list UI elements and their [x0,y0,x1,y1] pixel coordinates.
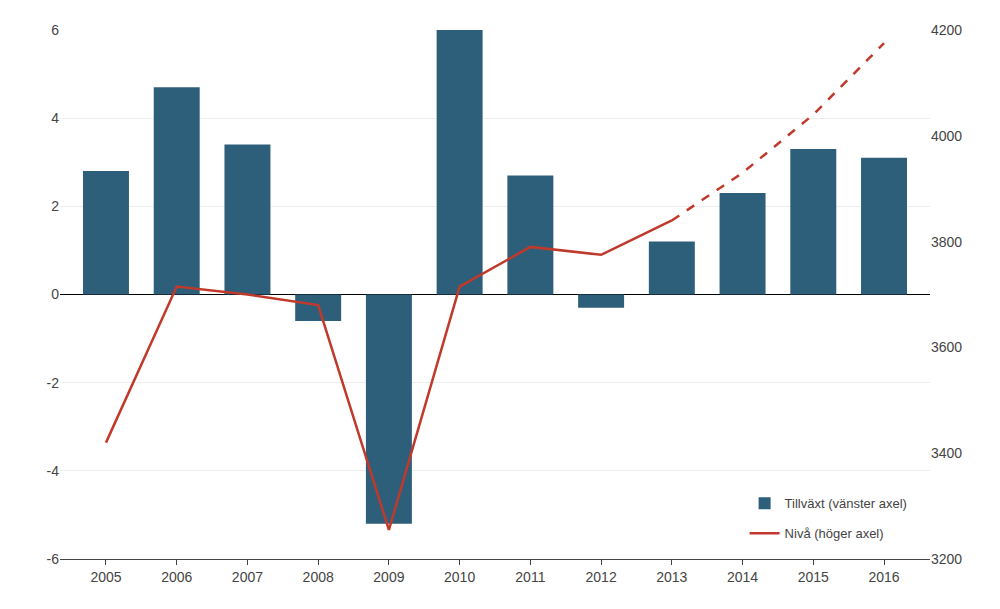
svg-text:-6: -6 [47,551,60,567]
svg-text:2014: 2014 [727,569,758,585]
svg-text:2012: 2012 [586,569,617,585]
svg-text:-2: -2 [47,375,60,391]
svg-text:0: 0 [51,286,59,302]
svg-text:2010: 2010 [444,569,475,585]
svg-text:3200: 3200 [931,551,962,567]
svg-text:2005: 2005 [90,569,121,585]
svg-text:4200: 4200 [931,22,962,38]
svg-text:3600: 3600 [931,339,962,355]
svg-text:2011: 2011 [515,569,545,585]
svg-text:2015: 2015 [798,569,829,585]
svg-text:2007: 2007 [232,569,263,585]
svg-text:2013: 2013 [656,569,687,585]
svg-text:2006: 2006 [161,569,192,585]
svg-text:3800: 3800 [931,234,962,250]
svg-text:Nivå (höger axel): Nivå (höger axel) [785,526,884,541]
svg-text:2008: 2008 [303,569,334,585]
svg-text:Tillväxt (vänster axel): Tillväxt (vänster axel) [785,496,907,511]
svg-text:3400: 3400 [931,445,962,461]
svg-text:-4: -4 [47,463,60,479]
svg-text:2: 2 [51,198,59,214]
svg-text:6: 6 [51,22,59,38]
svg-text:2009: 2009 [373,569,404,585]
svg-text:4000: 4000 [931,128,962,144]
svg-text:4: 4 [51,110,59,126]
svg-text:2016: 2016 [868,569,899,585]
